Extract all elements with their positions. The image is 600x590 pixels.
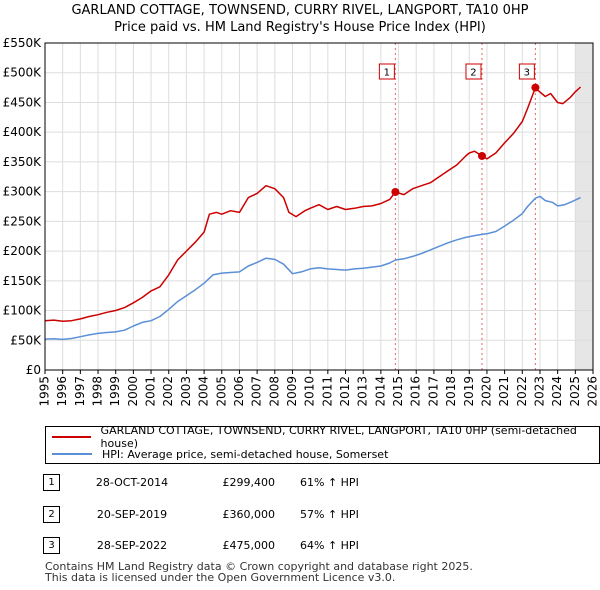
forecast-shading xyxy=(575,43,593,370)
x-tick-label: 2012 xyxy=(338,376,352,407)
legend-item-property: GARLAND COTTAGE, TOWNSEND, CURRY RIVEL, … xyxy=(52,424,599,450)
legend-label-hpi: HPI: Average price, semi-detached house,… xyxy=(102,447,389,461)
sale-point xyxy=(477,151,486,160)
x-tick-label: 1997 xyxy=(73,376,87,407)
transaction-row: 2 20-SEP-2019 £360,000 57% ↑ HPI xyxy=(0,506,600,526)
x-tick-label: 2025 xyxy=(568,376,582,407)
transaction-price: £360,000 xyxy=(222,508,276,521)
transaction-row: 3 28-SEP-2022 £475,000 64% ↑ HPI xyxy=(0,537,600,557)
y-tick-label: £500K xyxy=(3,66,43,80)
y-tick-label: £450K xyxy=(3,95,43,109)
x-tick-label: 2009 xyxy=(285,376,299,407)
x-tick-label: 2016 xyxy=(409,376,423,407)
sale-number-label: 1 xyxy=(384,68,390,79)
x-tick-label: 2017 xyxy=(426,376,440,407)
y-tick-label: £300K xyxy=(3,185,43,199)
y-tick-label: £150K xyxy=(3,274,43,288)
x-tick-label: 2013 xyxy=(356,376,370,407)
footer-line2: This data is licensed under the Open Gov… xyxy=(45,571,396,584)
y-tick-label: £200K xyxy=(3,244,43,258)
transaction-hpi: 57% ↑ HPI xyxy=(300,508,359,521)
x-tick-label: 1998 xyxy=(91,376,105,407)
transaction-date: 28-SEP-2022 xyxy=(96,539,168,552)
transaction-number: 3 xyxy=(43,537,60,554)
plot-frame xyxy=(44,42,594,371)
chart-title-line1: GARLAND COTTAGE, TOWNSEND, CURRY RIVEL, … xyxy=(71,3,529,18)
sale-number-box xyxy=(518,63,535,80)
x-tick-label: 1999 xyxy=(108,376,122,407)
y-tick-label: £50K xyxy=(10,333,42,347)
legend-swatch-hpi xyxy=(52,453,92,455)
series-line xyxy=(44,86,582,322)
x-tick-label: 2008 xyxy=(267,376,281,407)
legend: GARLAND COTTAGE, TOWNSEND, CURRY RIVEL, … xyxy=(45,424,600,464)
transaction-date: 28-OCT-2014 xyxy=(95,476,169,489)
x-tick-label: 2022 xyxy=(515,376,529,407)
transaction-hpi: 61% ↑ HPI xyxy=(300,476,359,489)
transaction-hpi: 64% ↑ HPI xyxy=(300,539,359,552)
transaction-date: 20-SEP-2019 xyxy=(96,508,168,521)
sale-number-label: 3 xyxy=(524,68,530,79)
y-tick-label: £350K xyxy=(3,155,43,169)
y-tick-label: £100K xyxy=(3,304,43,318)
footer: Contains HM Land Registry data © Crown c… xyxy=(45,561,473,583)
transaction-number: 2 xyxy=(43,506,60,523)
sale-point xyxy=(391,187,400,196)
series-line xyxy=(44,195,581,341)
sale-number-label: 2 xyxy=(470,68,476,79)
sale-point xyxy=(531,83,540,92)
transaction-row: 1 28-OCT-2014 £299,400 61% ↑ HPI xyxy=(0,474,600,494)
x-tick-label: 2007 xyxy=(250,376,264,407)
chart-title-line2: Price paid vs. HM Land Registry's House … xyxy=(114,20,486,35)
transaction-number: 1 xyxy=(43,474,60,491)
x-tick-label: 2002 xyxy=(161,376,175,407)
y-tick-label: £250K xyxy=(3,214,43,228)
x-tick-label: 2004 xyxy=(197,376,211,407)
x-tick-label: 1996 xyxy=(55,376,69,407)
y-tick-label: £550K xyxy=(3,36,43,50)
x-tick-label: 2005 xyxy=(214,376,228,407)
x-tick-label: 1995 xyxy=(38,376,52,407)
y-tick-label: £0 xyxy=(26,363,41,377)
legend-swatch-property xyxy=(52,436,91,438)
legend-label-property: GARLAND COTTAGE, TOWNSEND, CURRY RIVEL, … xyxy=(100,424,577,450)
price-chart: 1 2 3 £0 £50K £100K £150K £200K £250K £300K £350K £… xyxy=(3,36,600,407)
transaction-price: £475,000 xyxy=(222,539,276,552)
transaction-price: £299,400 xyxy=(222,476,276,489)
x-tick-label: 2003 xyxy=(179,376,193,407)
x-tick-label: 2020 xyxy=(479,376,493,407)
x-tick-label: 2021 xyxy=(497,376,511,407)
x-tick-label: 2010 xyxy=(303,376,317,407)
plot-area xyxy=(45,43,593,370)
sale-number-box xyxy=(378,63,395,80)
x-tick-label: 2019 xyxy=(462,376,476,407)
x-tick-label: 2001 xyxy=(144,376,158,407)
x-tick-label: 2018 xyxy=(444,376,458,407)
y-tick-label: £400K xyxy=(3,125,43,139)
x-tick-label: 2015 xyxy=(391,376,405,407)
x-tick-label: 2023 xyxy=(532,376,546,407)
footer-line1: Contains HM Land Registry data © Crown c… xyxy=(45,560,473,573)
x-tick-label: 2014 xyxy=(373,376,387,407)
x-tick-label: 2026 xyxy=(586,376,600,407)
x-tick-label: 2000 xyxy=(126,376,140,407)
x-tick-label: 2024 xyxy=(550,376,564,407)
legend-item-hpi: HPI: Average price, semi-detached house,… xyxy=(52,446,388,462)
x-tick-label: 2006 xyxy=(232,376,246,407)
chart-title: GARLAND COTTAGE, TOWNSEND, CURRY RIVEL, … xyxy=(0,2,600,36)
x-tick-label: 2011 xyxy=(320,376,334,407)
sale-number-box xyxy=(465,63,482,80)
